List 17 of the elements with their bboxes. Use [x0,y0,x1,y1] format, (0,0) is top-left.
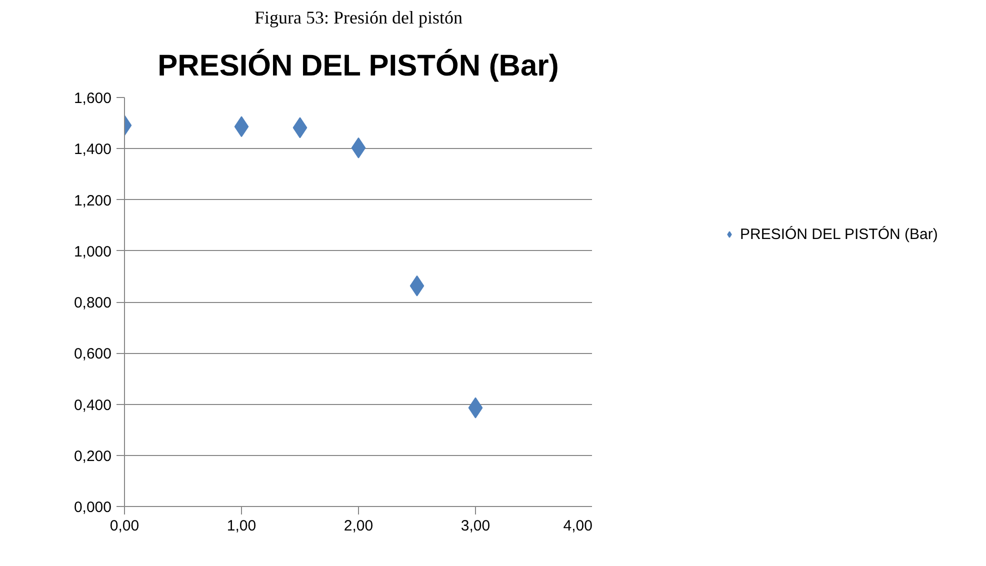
x-tick-label: 0,00 [110,518,140,534]
x-tick-label: 3,00 [460,518,490,534]
chart-title: PRESIÓN DEL PISTÓN (Bar) [158,48,559,82]
y-tick-label: 1,000 [74,243,112,260]
y-tick-label: 0,800 [74,294,112,312]
y-tick-label: 0,400 [74,396,112,414]
text: Figura 53: Presión del pistón [254,8,463,28]
y-tick-label: 0,000 [74,499,112,516]
legend-label: PRESIÓN DEL PISTÓN (Bar) [740,226,938,242]
y-tick-label: 0,600 [74,346,112,363]
y-tick-label: 1,400 [74,141,112,158]
x-tick-label: 4,00 [563,518,593,534]
x-tick-label: 1,00 [226,518,256,534]
x-tick-label: 2,00 [344,518,374,534]
y-tick-label: 1,200 [74,192,112,210]
y-tick-label: 0,200 [74,448,112,465]
y-tick-label: 1,600 [74,90,112,107]
